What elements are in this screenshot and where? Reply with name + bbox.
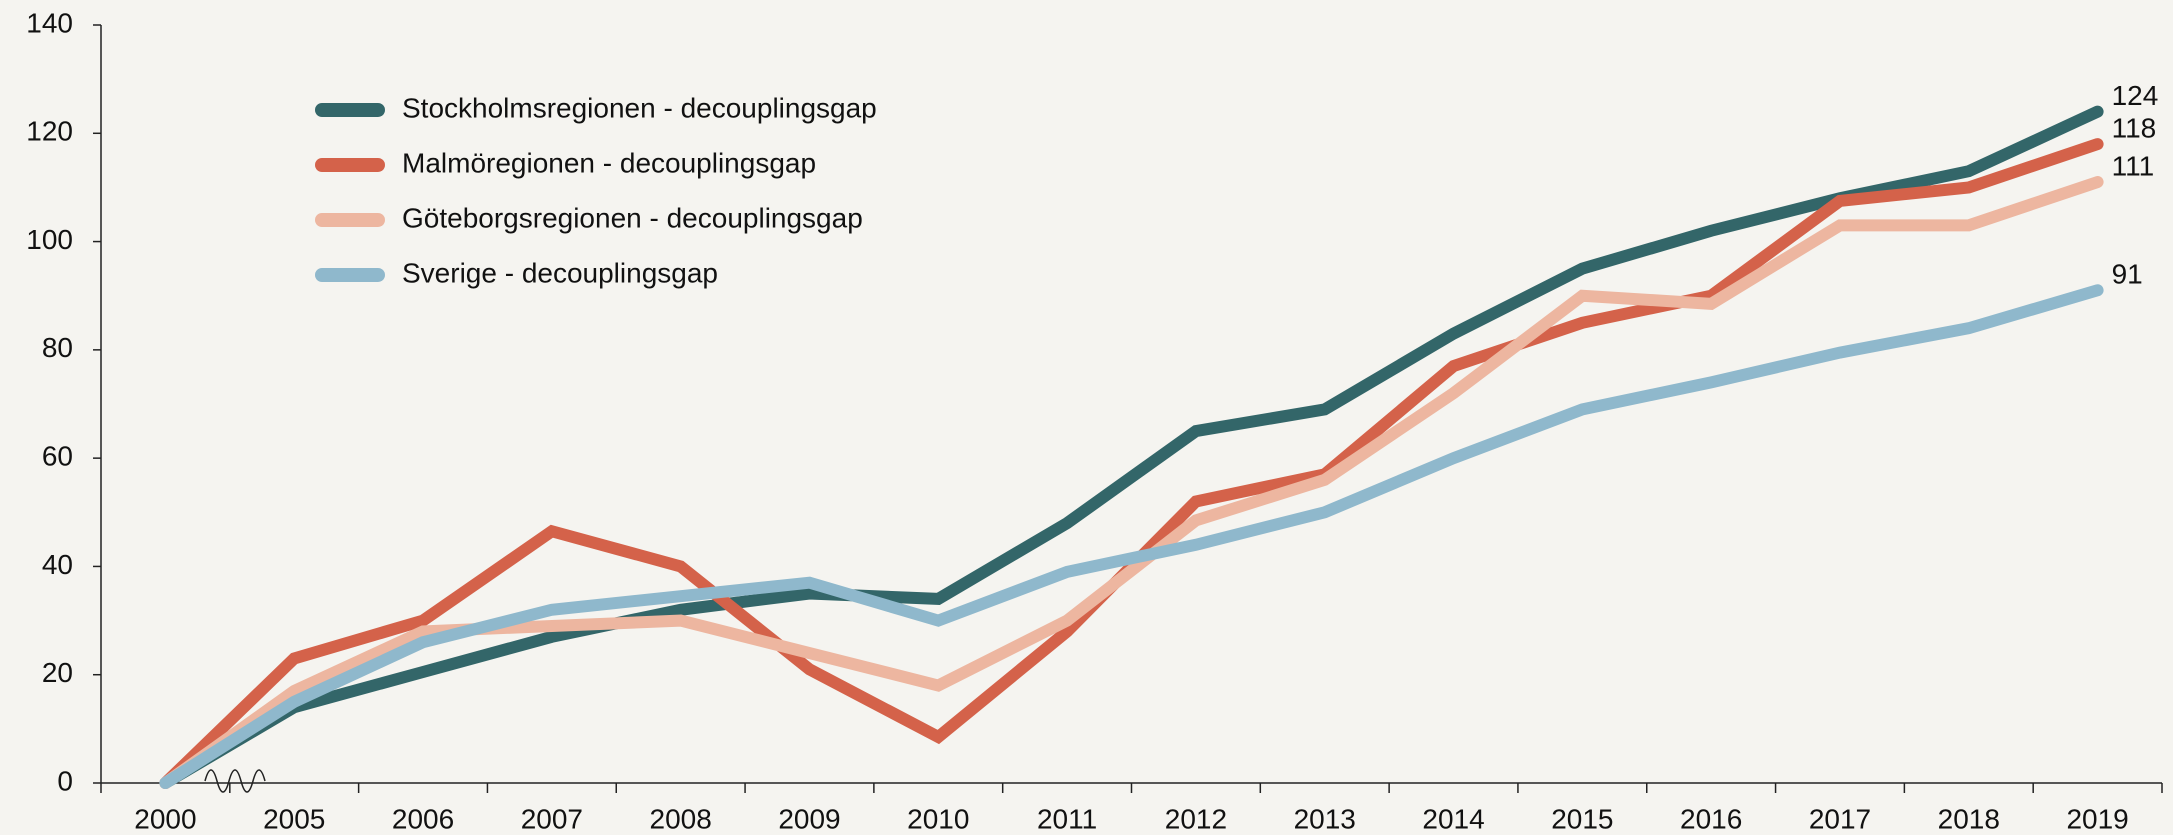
y-tick-label: 20	[42, 657, 73, 688]
y-tick-label: 60	[42, 441, 73, 472]
y-tick-label: 100	[26, 224, 73, 255]
y-tick-label: 80	[42, 332, 73, 363]
end-value-label: 118	[2112, 113, 2157, 144]
x-tick-label: 2012	[1165, 803, 1227, 834]
x-tick-label: 2000	[134, 803, 196, 834]
end-value-label: 91	[2112, 259, 2143, 290]
end-value-label: 124	[2112, 80, 2159, 111]
series-line	[159, 284, 2104, 789]
x-tick-label: 2008	[650, 803, 712, 834]
x-tick-label: 2005	[263, 803, 325, 834]
y-tick-label: 0	[57, 765, 73, 796]
y-tick-label: 140	[26, 7, 73, 38]
series-line	[159, 105, 2104, 789]
x-tick-label: 2011	[1037, 803, 1097, 834]
axis-break	[204, 769, 266, 793]
x-tick-label: 2016	[1680, 803, 1742, 834]
x-tick-label: 2015	[1551, 803, 1613, 834]
end-value-label: 111	[2112, 150, 2155, 181]
x-tick-label: 2007	[521, 803, 583, 834]
x-tick-label: 2014	[1422, 803, 1484, 834]
x-tick-label: 2006	[392, 803, 454, 834]
x-tick-label: 2009	[778, 803, 840, 834]
legend-label: Stockholmsregionen - decouplingsgap	[402, 92, 877, 123]
y-tick-label: 120	[26, 116, 73, 147]
legend-label: Malmöregionen - decouplingsgap	[402, 147, 816, 178]
y-tick-label: 40	[42, 549, 73, 580]
x-tick-label: 2010	[907, 803, 969, 834]
x-tick-label: 2019	[2066, 803, 2128, 834]
x-tick-label: 2013	[1294, 803, 1356, 834]
legend-label: Göteborgsregionen - decouplingsgap	[402, 202, 863, 233]
legend-label: Sverige - decouplingsgap	[402, 257, 718, 288]
x-tick-label: 2018	[1938, 803, 2000, 834]
x-tick-label: 2017	[1809, 803, 1871, 834]
